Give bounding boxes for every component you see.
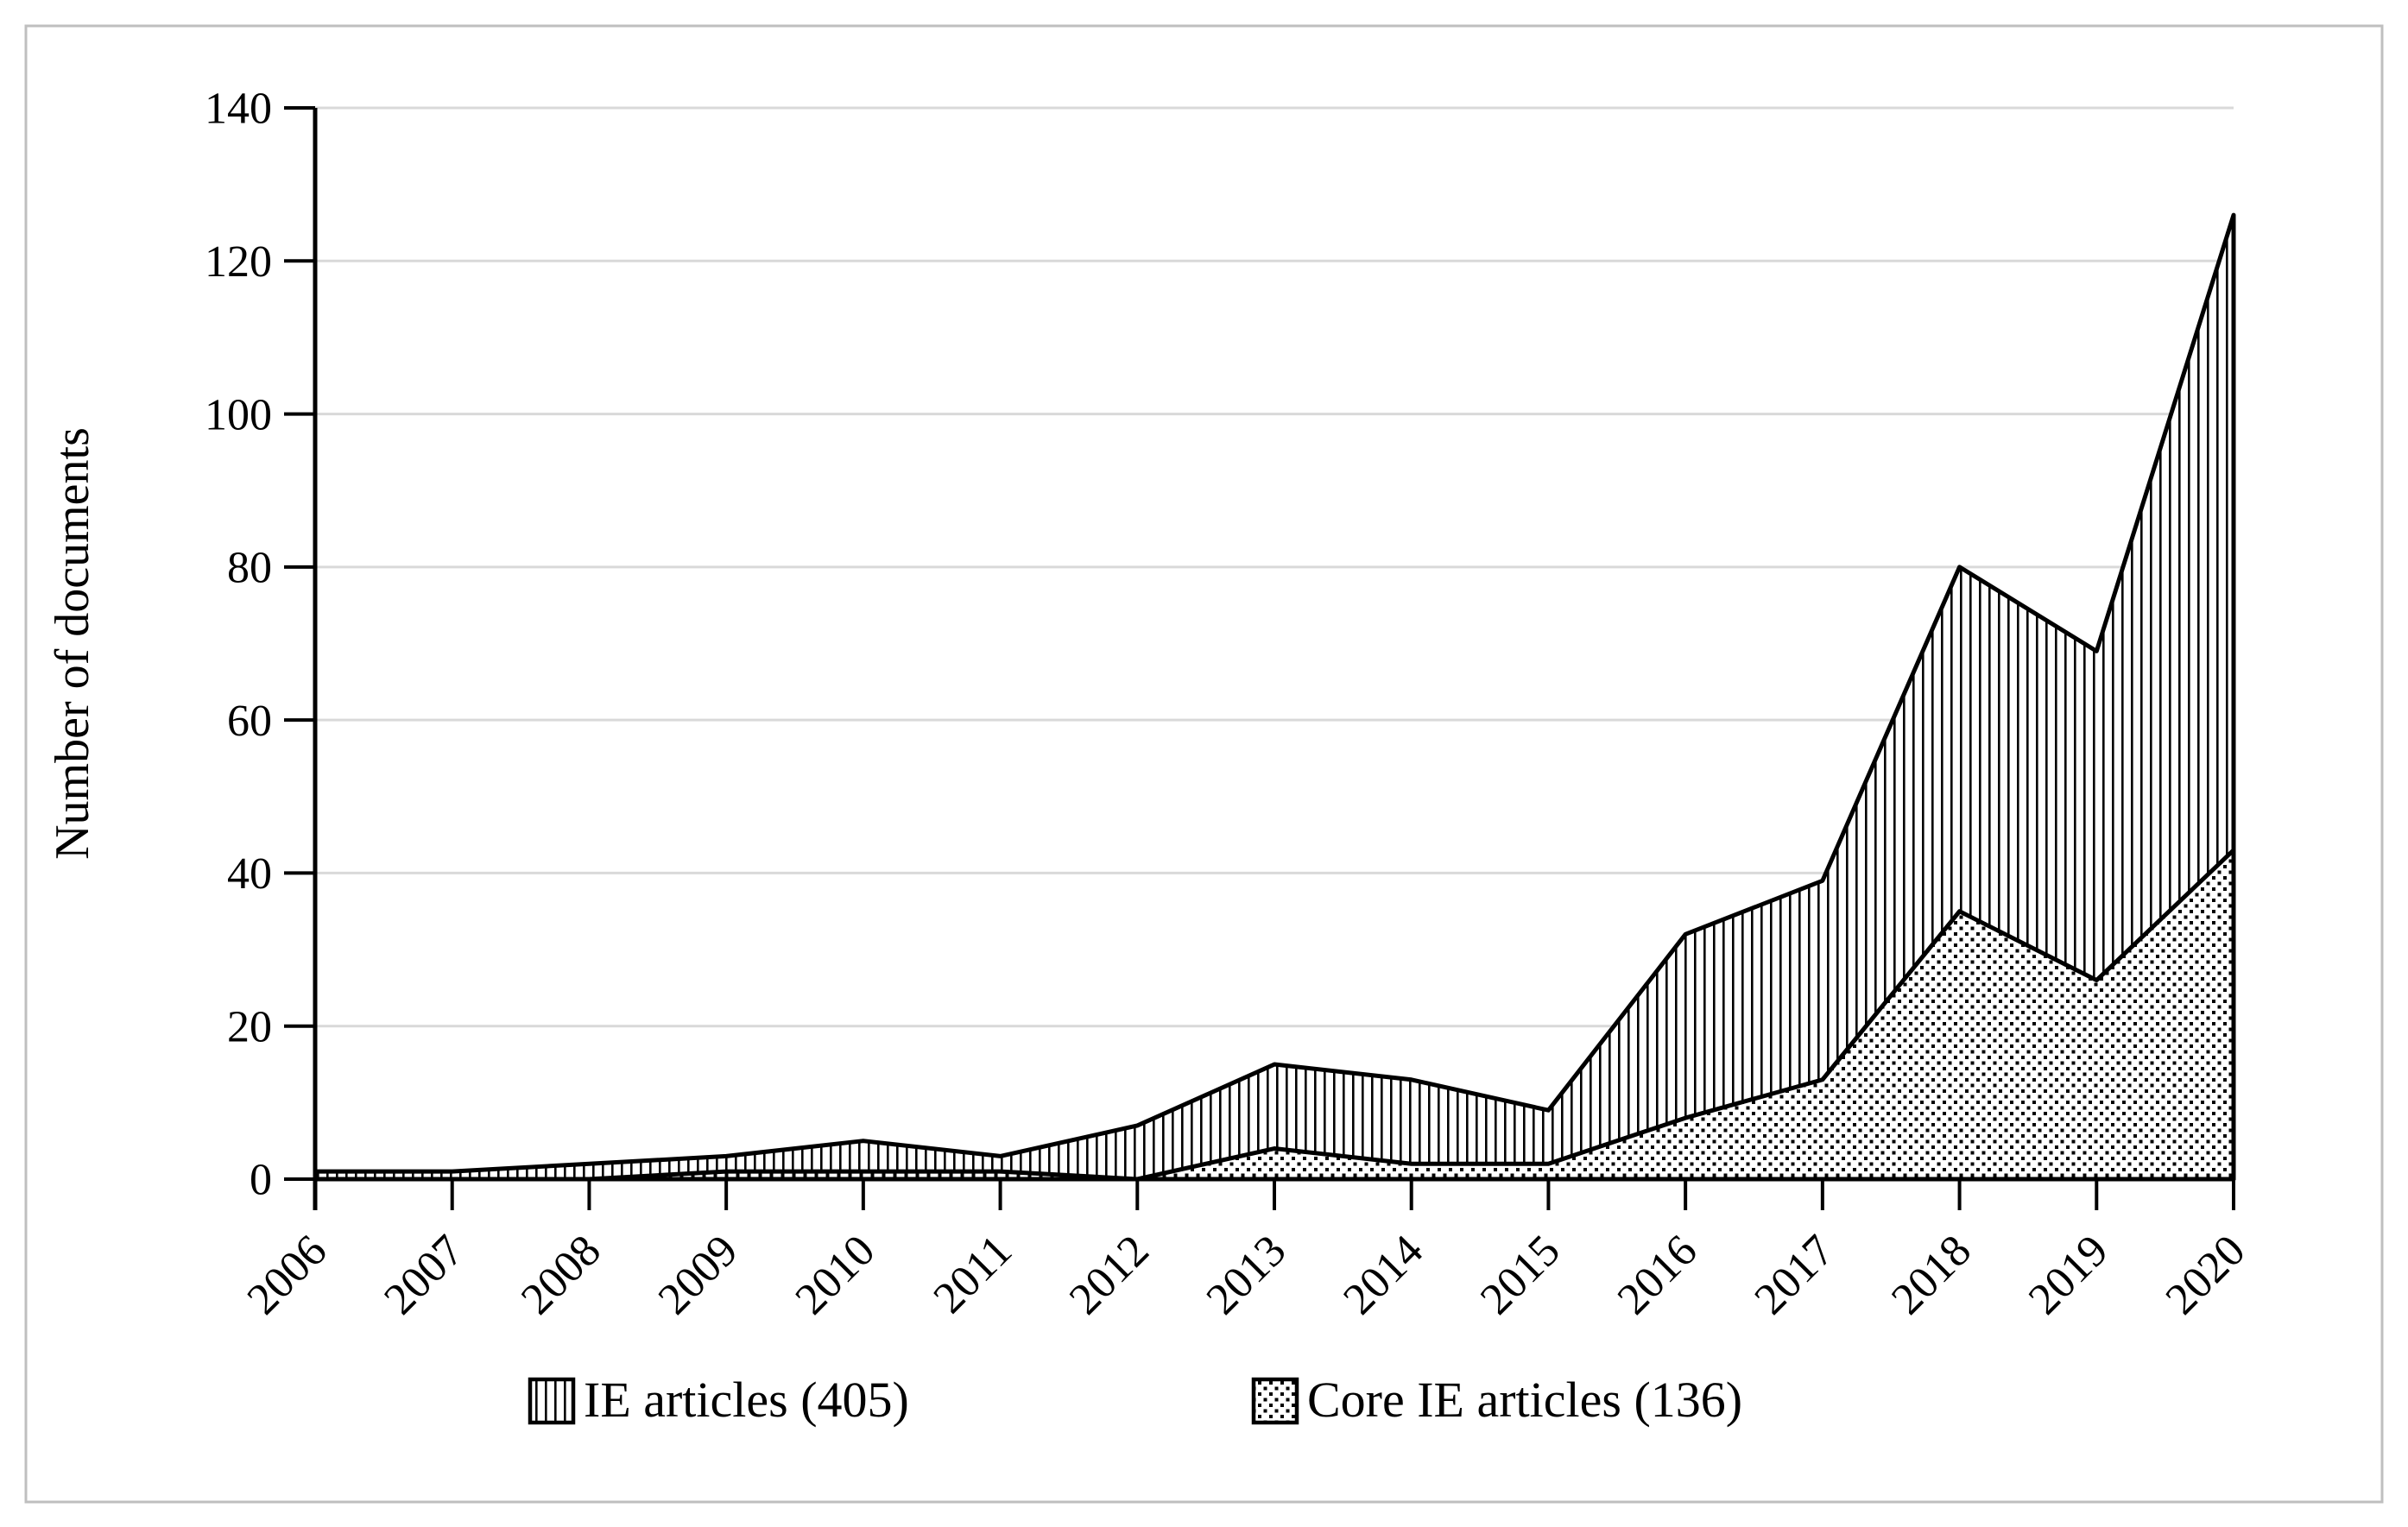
y-axis-title: Number of documents (46, 427, 99, 860)
series-area-core-ie-articles (313, 848, 2236, 1182)
legend-swatch-core-ie-articles (1251, 1377, 1299, 1425)
legend-label-ie-articles: IE articles (405) (584, 1372, 909, 1428)
series-area-ie-articles (313, 212, 2236, 1182)
y-tick-label-0: 0 (250, 1156, 272, 1205)
legend-label-core-ie-articles: Core IE articles (136) (1307, 1372, 1742, 1428)
y-tick-label-60: 60 (227, 697, 272, 746)
y-tick-label-80: 80 (227, 544, 272, 593)
y-tick-label-120: 120 (205, 237, 272, 287)
y-tick-label-40: 40 (227, 849, 272, 899)
y-tick-label-20: 20 (227, 1002, 272, 1051)
y-tick-label-140: 140 (205, 85, 272, 134)
legend-swatch-ie-articles (528, 1377, 576, 1425)
y-tick-label-100: 100 (205, 390, 272, 439)
